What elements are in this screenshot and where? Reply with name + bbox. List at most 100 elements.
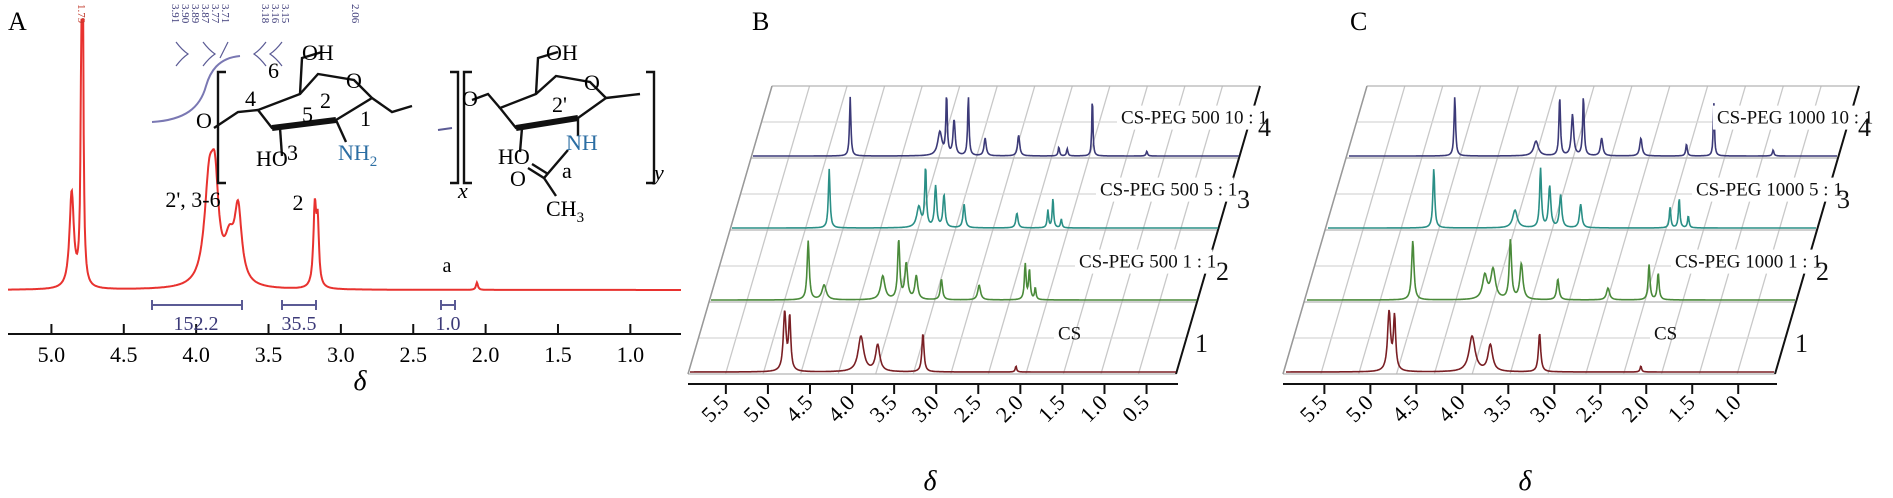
series-line-4 [1349,97,1837,157]
atom-2: 2 [320,88,331,113]
integral-curve [151,55,241,123]
x-tick-label: 5.5 [696,390,733,427]
panel-b: B CS 1CS-PEG 500 1 : 1 2CS-PEG 500 5 : 1 3C… [687,7,1271,497]
panel-c-series-labels: CS 1 CS-PEG 1000 1 : 12 CS-PEG 1000 5 : 13 C… [1650,105,1873,358]
series-line-2 [1307,239,1795,301]
group-ch3: CH3 [546,196,584,226]
shift-label: 3.71 [219,4,231,23]
panel-a-x-tick-label: 1.5 [544,342,572,367]
x-tick-label: 1.5 [1663,390,1700,427]
group-nh2: NH2 [338,140,377,170]
series-name-3: CS-PEG 500 5 : 1 [1100,180,1237,201]
atom-oh-2: OH [546,40,578,65]
x-tick-label: 1.0 [1075,390,1112,427]
integral-value-1: 152.2 [174,313,219,335]
shift-brackets [175,41,283,67]
series-name-1: CS [1058,324,1081,345]
panel-c: C CS 1 CS-PEG 1000 1 : 12 CS-PEG 1000 5 : 1… [1282,7,1873,497]
peak-label-2: 2 [293,190,304,215]
shift-label: 3.89 [189,4,201,24]
series-index-3: 3 [1237,185,1250,214]
shift-label: 3.77 [209,4,221,24]
panel-a-x-tick-label: 2.0 [472,342,500,367]
series-label-bg [1692,177,1839,202]
atom-o-link2: O [462,86,478,111]
series-label-bg [1650,321,1668,346]
series-label-bg [1713,105,1868,130]
x-tick-label: 2.5 [1571,390,1608,427]
series-index-3: 3 [1837,185,1850,214]
series-line-4 [753,96,1239,157]
x-tick-label: 2.5 [949,390,986,427]
peak-label-2prime-3-6: 2', 3-6 [165,187,220,212]
x-tick-label: 4.5 [1387,390,1424,427]
panel-a: A 5.0 4.5 4.0 3.5 3.0 2.5 2.0 1.5 1.0 δ 2', 3-6 … [8,4,681,397]
integral-2 [281,300,317,310]
shift-labels-group-2: 3.183.163.15 [259,4,291,24]
shift-label-left: 1.79 [75,4,87,24]
series-label-bg [1096,177,1234,202]
group-nh: NH [566,130,598,155]
series-name-1: CS [1654,324,1677,345]
series-index-4: 4 [1858,113,1871,142]
x-tick-label: 4.0 [1433,390,1470,427]
series-line-3 [732,168,1218,229]
atom-5: 5 [302,102,313,127]
atom-o-carbonyl: O [510,166,526,191]
series-index-1: 1 [1795,329,1808,358]
panel-a-x-tick-label: 1.0 [617,342,645,367]
panel-a-x-label: δ [353,366,367,397]
subscript-y: y [652,160,664,185]
shift-label: 3.90 [179,4,191,24]
grid-edge [1774,85,1860,375]
panel-c-series [1286,97,1837,373]
x-tick-label: 2.0 [991,390,1028,427]
chitosan-structure [213,50,656,197]
atom-2prime: 2' [552,92,567,117]
atom-ho: HO [256,146,288,171]
series-name-4: CS-PEG 1000 10 : 1 [1717,108,1873,129]
series-index-2: 2 [1816,257,1829,286]
series-label-bg [1671,249,1818,274]
x-tick-label: 4.0 [822,390,859,427]
panel-a-label: A [8,7,27,36]
x-tick-label: 2.0 [1617,390,1654,427]
integral-value-3: 1.0 [436,313,461,335]
chitosan-structure-labels: 4 6 O 5 2 1 3 HO OH O O NH2 x O OH 2' HO… [196,40,664,226]
shift-labels-group-1: 3.913.903.893.873.773.71 [169,4,231,24]
series-index-1: 1 [1195,329,1208,358]
series-name-3: CS-PEG 1000 5 : 1 [1696,180,1843,201]
series-line-3 [1328,167,1816,229]
peak-label-a: a [443,255,452,277]
panel-b-x-label: δ [923,466,937,497]
integral-curve-tick [437,127,453,131]
series-index-2: 2 [1216,257,1229,286]
integral-3 [440,300,456,310]
panel-a-x-tick-label: 3.5 [255,342,283,367]
series-name-4: CS-PEG 500 10 : 1 [1121,108,1268,129]
x-tick-label: 3.0 [1525,390,1562,427]
shift-label: 3.16 [269,4,281,24]
atom-oh-1: OH [302,40,334,65]
shift-label: 3.87 [199,4,211,24]
series-index-4: 4 [1258,113,1271,142]
x-tick-label: 3.5 [1479,390,1516,427]
atom-6: 6 [268,58,279,83]
panel-a-x-tick-label: 3.0 [327,342,355,367]
grid-edge [687,85,773,375]
panel-a-x-ticks: 5.0 4.5 4.0 3.5 3.0 2.5 2.0 1.5 1.0 [38,324,644,367]
panel-c-x-label: δ [1518,466,1532,497]
atom-o-ring2: O [584,70,600,95]
atom-3: 3 [287,140,298,165]
grid-edge [1175,85,1261,375]
panel-a-x-tick-label: 4.5 [110,342,138,367]
panel-b-x-ticks: 5.5 5.0 4.5 4.0 3.5 3.0 2.5 2.0 1.5 1.0 0.5 [696,384,1154,427]
panel-b-series [690,96,1239,373]
x-tick-label: 1.0 [1709,390,1746,427]
panel-a-x-tick-label: 2.5 [399,342,427,367]
atom-4: 4 [245,86,256,111]
atom-a: a [562,158,572,183]
series-label-bg [1075,249,1213,274]
x-tick-label: 3.5 [865,390,902,427]
